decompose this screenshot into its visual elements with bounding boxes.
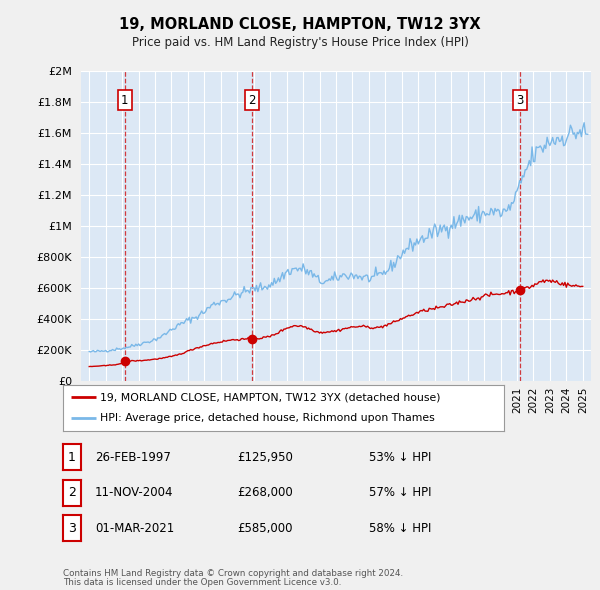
- Text: 01-MAR-2021: 01-MAR-2021: [95, 522, 174, 535]
- Text: 1: 1: [68, 451, 76, 464]
- Text: HPI: Average price, detached house, Richmond upon Thames: HPI: Average price, detached house, Rich…: [100, 413, 435, 423]
- Text: 2: 2: [68, 486, 76, 499]
- Text: £125,950: £125,950: [237, 451, 293, 464]
- Text: Contains HM Land Registry data © Crown copyright and database right 2024.: Contains HM Land Registry data © Crown c…: [63, 569, 403, 578]
- Text: 1: 1: [121, 94, 128, 107]
- Text: This data is licensed under the Open Government Licence v3.0.: This data is licensed under the Open Gov…: [63, 578, 341, 587]
- Text: 19, MORLAND CLOSE, HAMPTON, TW12 3YX (detached house): 19, MORLAND CLOSE, HAMPTON, TW12 3YX (de…: [100, 392, 441, 402]
- Text: 11-NOV-2004: 11-NOV-2004: [95, 486, 173, 499]
- Text: 3: 3: [516, 94, 523, 107]
- Text: 19, MORLAND CLOSE, HAMPTON, TW12 3YX: 19, MORLAND CLOSE, HAMPTON, TW12 3YX: [119, 17, 481, 32]
- Text: Price paid vs. HM Land Registry's House Price Index (HPI): Price paid vs. HM Land Registry's House …: [131, 36, 469, 49]
- Text: 26-FEB-1997: 26-FEB-1997: [95, 451, 170, 464]
- Text: £268,000: £268,000: [237, 486, 293, 499]
- Text: £585,000: £585,000: [237, 522, 293, 535]
- Text: 58% ↓ HPI: 58% ↓ HPI: [369, 522, 431, 535]
- Text: 3: 3: [68, 522, 76, 535]
- Text: 57% ↓ HPI: 57% ↓ HPI: [369, 486, 431, 499]
- Text: 2: 2: [248, 94, 256, 107]
- Text: 53% ↓ HPI: 53% ↓ HPI: [369, 451, 431, 464]
